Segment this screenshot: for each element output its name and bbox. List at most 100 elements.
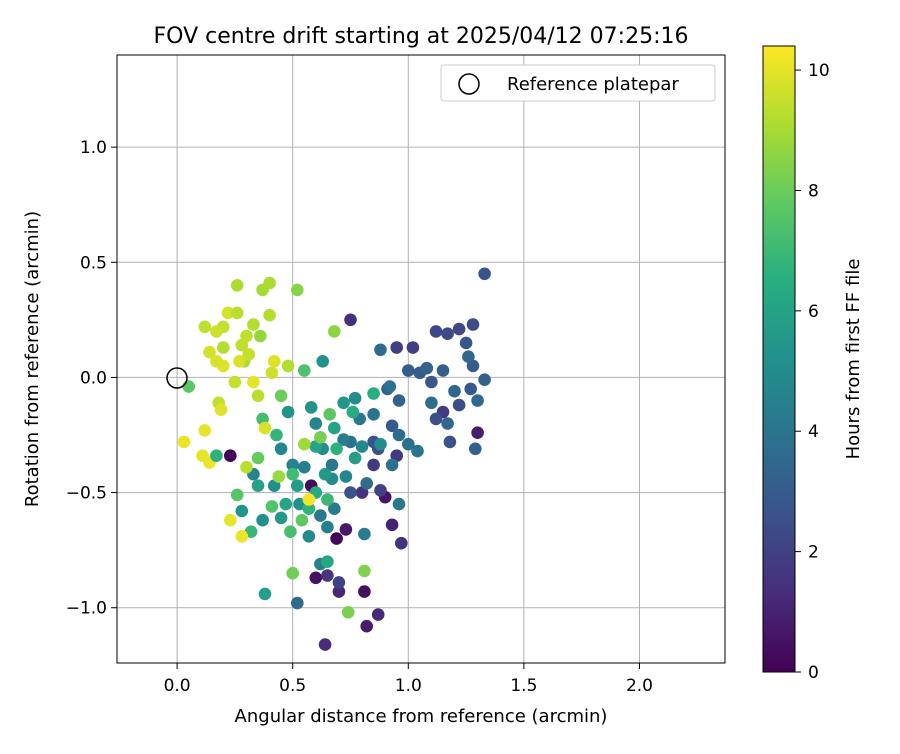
data-point xyxy=(355,440,369,453)
data-point xyxy=(339,523,353,536)
data-point xyxy=(344,486,357,499)
legend-marker xyxy=(458,73,480,95)
data-point xyxy=(244,525,258,538)
y-tick-label: 0.5 xyxy=(80,253,107,273)
data-point xyxy=(344,313,357,327)
data-point xyxy=(360,619,374,633)
data-point xyxy=(258,587,272,601)
colorbar-tick-label: 10 xyxy=(808,61,830,81)
data-point xyxy=(298,364,311,377)
y-tick-label: 0.0 xyxy=(80,368,107,388)
data-point xyxy=(385,458,399,472)
x-tick-label: 1.0 xyxy=(395,676,422,696)
data-point xyxy=(291,596,304,610)
legend-label: Reference platepar xyxy=(507,74,679,95)
data-point xyxy=(242,348,256,361)
data-point xyxy=(392,497,406,511)
data-point xyxy=(281,405,295,419)
data-point xyxy=(251,479,265,493)
data-point xyxy=(314,509,327,522)
data-point xyxy=(328,502,341,515)
data-point xyxy=(330,442,343,456)
data-point xyxy=(436,364,450,377)
data-point xyxy=(392,394,406,407)
x-tick-label: 1.5 xyxy=(510,676,537,696)
data-point xyxy=(321,520,334,534)
data-point xyxy=(469,442,482,456)
data-point xyxy=(328,421,341,435)
data-point xyxy=(471,426,484,440)
data-point xyxy=(367,458,380,472)
data-point xyxy=(452,398,466,412)
data-point xyxy=(240,460,253,474)
data-point xyxy=(235,504,249,518)
data-point xyxy=(464,382,478,396)
data-point xyxy=(367,387,380,400)
data-point xyxy=(274,389,288,403)
x-tick-label: 0.5 xyxy=(279,676,306,696)
legend: Reference platepar xyxy=(440,64,716,102)
data-point xyxy=(425,375,438,389)
data-point xyxy=(293,497,306,511)
data-point xyxy=(337,396,350,410)
y-tick-label: −0.5 xyxy=(66,484,107,504)
data-point xyxy=(385,518,399,532)
data-point xyxy=(360,477,374,490)
data-point xyxy=(425,396,438,410)
data-point xyxy=(383,380,397,393)
data-point xyxy=(402,437,415,451)
data-point xyxy=(302,530,316,543)
data-point xyxy=(374,437,387,451)
data-point xyxy=(258,421,272,435)
data-point xyxy=(332,576,346,589)
data-point xyxy=(217,320,230,334)
data-point xyxy=(198,320,212,334)
data-point xyxy=(233,355,246,368)
data-point xyxy=(321,569,334,582)
data-point xyxy=(341,606,355,619)
colorbar-ticks: 0 2 4 6 8 10 xyxy=(795,61,830,683)
data-point xyxy=(328,325,341,338)
reference-platepar-marker xyxy=(166,367,188,389)
data-point xyxy=(251,389,265,403)
data-point xyxy=(402,364,415,377)
data-point xyxy=(348,451,362,465)
colorbar xyxy=(762,45,796,673)
data-point xyxy=(286,566,300,580)
data-point xyxy=(459,336,473,350)
data-point xyxy=(177,435,191,449)
data-point xyxy=(316,355,330,368)
data-point xyxy=(330,532,343,545)
data-point xyxy=(332,585,346,598)
grid-lines xyxy=(117,55,725,663)
data-point xyxy=(441,327,454,341)
x-tick-label: 2.0 xyxy=(626,676,653,696)
legend-frame xyxy=(440,64,716,102)
data-point xyxy=(304,401,318,414)
data-point xyxy=(309,571,323,585)
data-point xyxy=(295,513,309,527)
data-point xyxy=(392,428,406,442)
data-point xyxy=(221,306,235,320)
data-point xyxy=(385,419,399,433)
data-point xyxy=(358,527,371,541)
data-point xyxy=(462,350,475,364)
data-point xyxy=(203,345,216,359)
data-point xyxy=(478,373,491,387)
data-point xyxy=(284,525,297,538)
data-point xyxy=(448,384,461,398)
data-point xyxy=(429,325,443,338)
data-point xyxy=(321,555,334,568)
y-axis-ticks: −1.0 −0.5 0.0 0.5 1.0 xyxy=(66,138,117,619)
data-point xyxy=(298,460,311,474)
data-point xyxy=(265,366,279,380)
data-point xyxy=(265,500,279,513)
data-point xyxy=(478,267,491,281)
data-point xyxy=(230,306,244,320)
plot-frame xyxy=(116,54,726,664)
data-point xyxy=(247,318,260,331)
data-point xyxy=(318,467,332,481)
data-point xyxy=(323,408,337,421)
data-point xyxy=(325,458,339,472)
